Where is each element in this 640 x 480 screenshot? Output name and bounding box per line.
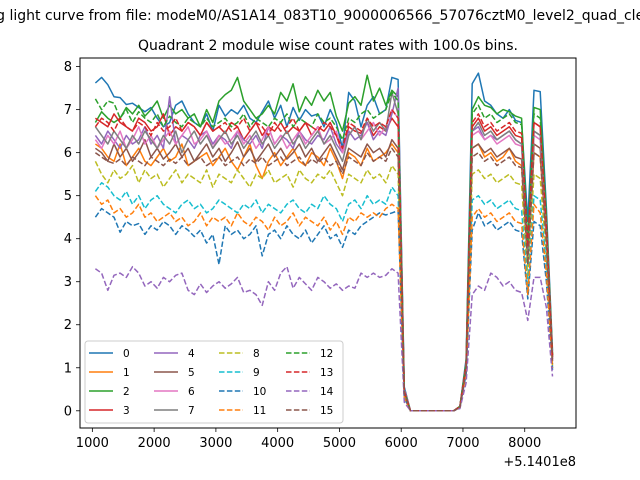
y-tick-label: 3 [64, 275, 72, 290]
legend-frame [84, 340, 344, 424]
legend-label-9: 9 [253, 367, 260, 379]
series-layer [94, 72, 554, 412]
x-tick-label: 4000 [261, 436, 294, 451]
y-tick-label: 8 [64, 60, 72, 75]
legend-label-3: 3 [123, 405, 130, 417]
series-line-8 [94, 160, 554, 412]
y-tick-label: 1 [64, 361, 72, 376]
x-offset-label: +5.1401e8 [503, 455, 576, 470]
series-line-13 [94, 108, 554, 412]
legend-label-12: 12 [320, 348, 333, 360]
legend-label-6: 6 [188, 386, 195, 398]
y-tick-label: 7 [64, 103, 72, 118]
chart-title: Quadrant 2 module wise count rates with … [138, 38, 518, 54]
legend-label-7: 7 [188, 405, 195, 417]
plot-area: 1000 2000 3000 4000 5000 6000 7000 8000 0123456… [64, 57, 577, 451]
figure-suptitle: Plotting light curve from file: modeM0/A… [0, 8, 640, 24]
y-tick-label: 5 [64, 189, 72, 204]
y-tick-label: 6 [64, 146, 72, 161]
series-line-15 [94, 147, 554, 412]
series-line-5 [94, 138, 554, 412]
legend-label-13: 13 [320, 367, 333, 379]
legend-label-15: 15 [320, 405, 333, 417]
series-line-10 [94, 207, 554, 412]
legend-label-14: 14 [320, 386, 334, 398]
series-line-3 [94, 113, 554, 412]
y-tick-label: 0 [64, 404, 72, 419]
series-line-14 [94, 265, 554, 412]
legend-label-4: 4 [188, 348, 195, 360]
y-tick-label: 4 [64, 232, 72, 247]
legend-label-5: 5 [188, 367, 195, 379]
x-tick-label: 1000 [76, 436, 109, 451]
x-tick-label: 6000 [385, 436, 418, 451]
series-line-9 [94, 182, 554, 412]
series-line-11 [94, 195, 554, 412]
y-axis: 0 1 2 3 4 5 6 7 8 [64, 60, 80, 419]
legend-label-11: 11 [253, 405, 266, 417]
legend-label-2: 2 [123, 386, 130, 398]
y-tick-label: 2 [64, 318, 72, 333]
plot-frame [79, 57, 577, 429]
legend-label-1: 1 [123, 367, 130, 379]
series-line-4 [94, 87, 554, 412]
legend-label-8: 8 [253, 348, 260, 360]
series-line-12 [94, 91, 554, 412]
x-tick-label: 2000 [138, 436, 171, 451]
x-tick-label: 7000 [446, 436, 479, 451]
x-tick-label: 5000 [323, 436, 356, 451]
x-tick-label: 3000 [199, 436, 232, 451]
legend-label-10: 10 [253, 386, 266, 398]
series-line-7 [94, 91, 554, 412]
x-tick-label: 8000 [508, 436, 541, 451]
x-axis: 1000 2000 3000 4000 5000 6000 7000 8000 [76, 428, 541, 451]
legend-label-0: 0 [123, 348, 130, 360]
